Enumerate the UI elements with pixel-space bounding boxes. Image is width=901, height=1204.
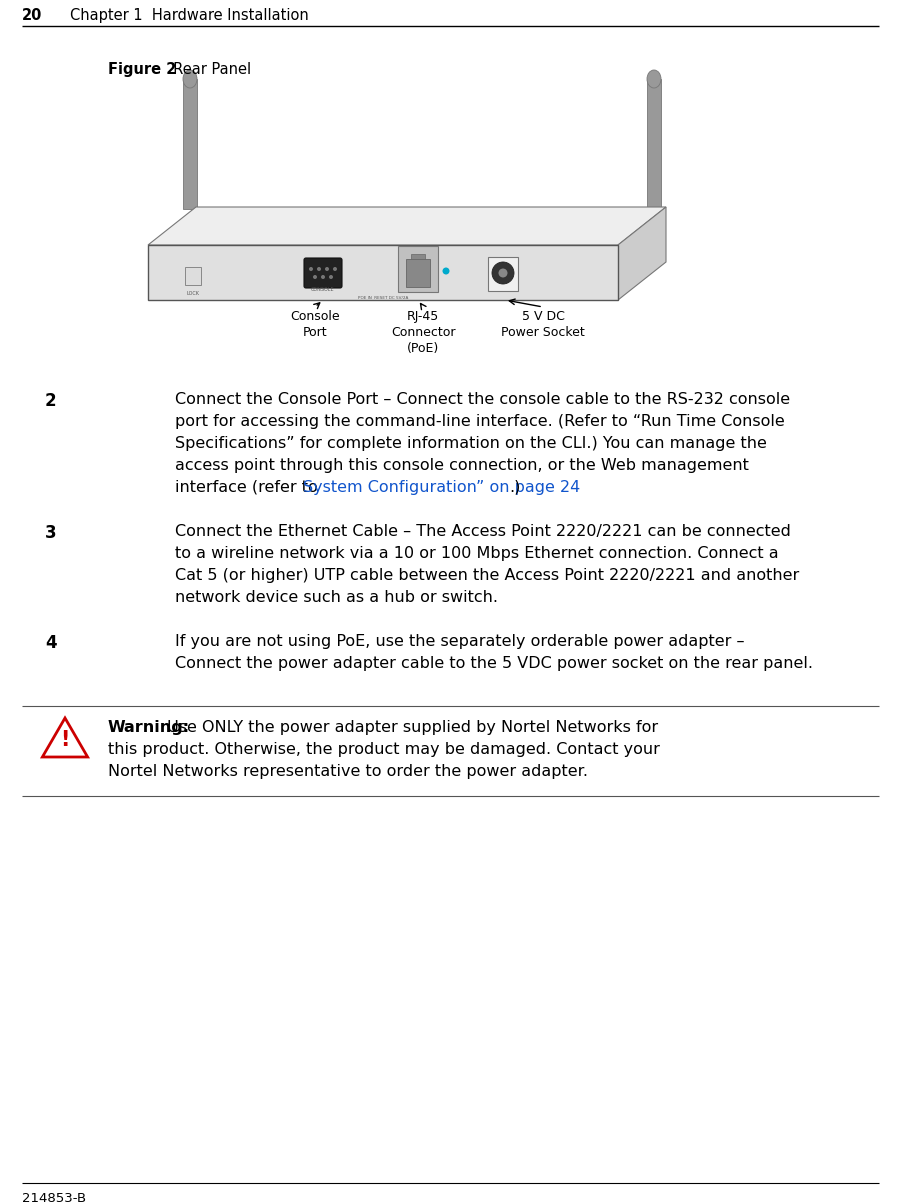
- Text: network device such as a hub or switch.: network device such as a hub or switch.: [175, 590, 498, 604]
- Text: 2: 2: [45, 393, 57, 411]
- Text: Connect the Console Port – Connect the console cable to the RS-232 console: Connect the Console Port – Connect the c…: [175, 393, 790, 407]
- Bar: [398, 246, 438, 293]
- Text: 3: 3: [45, 524, 57, 542]
- Bar: [411, 254, 425, 259]
- Text: POE IN  RESET DC 5V/2A: POE IN RESET DC 5V/2A: [358, 296, 408, 300]
- Polygon shape: [42, 718, 87, 757]
- Polygon shape: [148, 207, 666, 244]
- Text: RJ-45
Connector
(PoE): RJ-45 Connector (PoE): [391, 309, 455, 355]
- Text: System Configuration” on page 24: System Configuration” on page 24: [304, 480, 580, 495]
- Text: Specifications” for complete information on the CLI.) You can manage the: Specifications” for complete information…: [175, 436, 767, 452]
- Text: Rear Panel: Rear Panel: [164, 61, 251, 77]
- Text: 4: 4: [45, 635, 57, 653]
- Polygon shape: [618, 207, 666, 300]
- Text: CONSOLE: CONSOLE: [311, 287, 335, 293]
- Text: Figure 2: Figure 2: [108, 61, 177, 77]
- Ellipse shape: [309, 267, 313, 271]
- Ellipse shape: [321, 275, 325, 279]
- Text: !: !: [60, 730, 69, 750]
- Text: interface (refer to: interface (refer to: [175, 480, 323, 495]
- Bar: [183, 79, 197, 209]
- Ellipse shape: [647, 70, 661, 88]
- Text: Connect the Ethernet Cable – The Access Point 2220/2221 can be connected: Connect the Ethernet Cable – The Access …: [175, 524, 791, 539]
- Text: Connect the power adapter cable to the 5 VDC power socket on the rear panel.: Connect the power adapter cable to the 5…: [175, 656, 813, 671]
- Ellipse shape: [442, 267, 450, 275]
- Text: to a wireline network via a 10 or 100 Mbps Ethernet connection. Connect a: to a wireline network via a 10 or 100 Mb…: [175, 545, 778, 561]
- Ellipse shape: [313, 275, 317, 279]
- Text: 214853-B: 214853-B: [22, 1192, 86, 1204]
- Text: Use ONLY the power adapter supplied by Nortel Networks for: Use ONLY the power adapter supplied by N…: [162, 720, 658, 734]
- Text: LOCK: LOCK: [187, 291, 199, 296]
- Text: 5 V DC
Power Socket: 5 V DC Power Socket: [501, 309, 585, 340]
- Bar: [185, 267, 201, 285]
- Ellipse shape: [498, 268, 507, 277]
- Ellipse shape: [333, 267, 337, 271]
- Text: .): .): [509, 480, 520, 495]
- Text: Warning:: Warning:: [108, 720, 190, 734]
- Bar: [406, 259, 430, 287]
- Text: Chapter 1  Hardware Installation: Chapter 1 Hardware Installation: [70, 8, 309, 23]
- Text: access point through this console connection, or the Web management: access point through this console connec…: [175, 458, 749, 473]
- Text: If you are not using PoE, use the separately orderable power adapter –: If you are not using PoE, use the separa…: [175, 635, 744, 649]
- Ellipse shape: [492, 262, 514, 284]
- Ellipse shape: [325, 267, 329, 271]
- Text: port for accessing the command-line interface. (Refer to “Run Time Console: port for accessing the command-line inte…: [175, 414, 785, 429]
- Bar: [148, 244, 618, 300]
- Text: Console
Port: Console Port: [290, 309, 340, 340]
- Text: 20: 20: [22, 8, 42, 23]
- Ellipse shape: [183, 70, 197, 88]
- FancyBboxPatch shape: [304, 258, 342, 288]
- Ellipse shape: [329, 275, 333, 279]
- Text: Nortel Networks representative to order the power adapter.: Nortel Networks representative to order …: [108, 765, 588, 779]
- Bar: [488, 256, 518, 291]
- Text: Cat 5 (or higher) UTP cable between the Access Point 2220/2221 and another: Cat 5 (or higher) UTP cable between the …: [175, 568, 799, 583]
- Text: this product. Otherwise, the product may be damaged. Contact your: this product. Otherwise, the product may…: [108, 742, 660, 757]
- Ellipse shape: [317, 267, 321, 271]
- Bar: [647, 79, 661, 209]
